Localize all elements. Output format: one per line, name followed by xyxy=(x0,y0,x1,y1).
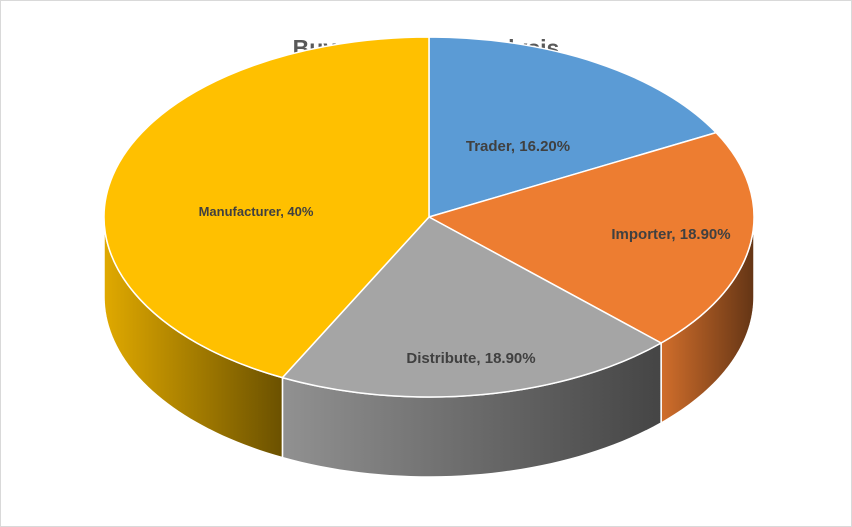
pie-slice-distribute xyxy=(281,216,662,398)
pie-labels: Trader, 16.20% Importer, 18.90% Distribute… xyxy=(199,138,731,367)
pie-slice-manufacturer xyxy=(103,36,430,379)
data-label-importer: Importer, 18.90% xyxy=(611,226,730,243)
data-label-trader: Trader, 16.20% xyxy=(466,138,570,155)
pie-tops xyxy=(103,36,755,398)
pie-sides xyxy=(103,216,755,478)
data-label-manufacturer: Manufacturer, 40% xyxy=(199,204,314,219)
pie-slice-importer xyxy=(428,131,755,344)
pie-slice-trader xyxy=(428,36,717,218)
data-label-distribute: Distribute, 18.90% xyxy=(406,350,535,367)
